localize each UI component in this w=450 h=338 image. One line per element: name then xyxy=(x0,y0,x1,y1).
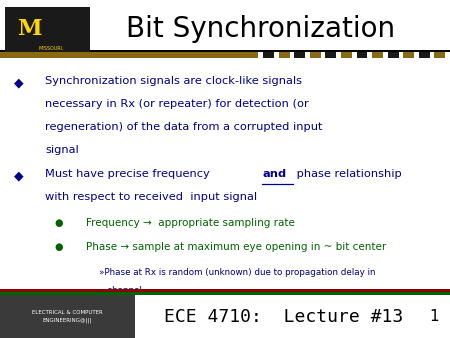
Bar xyxy=(356,52,368,58)
Bar xyxy=(403,52,414,58)
Text: with respect to received  input signal: with respect to received input signal xyxy=(45,192,257,202)
Bar xyxy=(341,52,352,58)
Text: Must have precise frequency: Must have precise frequency xyxy=(45,169,213,179)
Text: ◆: ◆ xyxy=(14,76,23,89)
Bar xyxy=(0,292,450,295)
Text: Bit Synchronization: Bit Synchronization xyxy=(126,15,396,43)
Text: ◆: ◆ xyxy=(14,169,23,182)
Text: channel: channel xyxy=(99,286,142,295)
Text: 1: 1 xyxy=(429,309,439,324)
Text: regeneration) of the data from a corrupted input: regeneration) of the data from a corrupt… xyxy=(45,122,323,132)
Text: ●: ● xyxy=(54,242,63,252)
Text: ELECTRICAL & COMPUTER
ENGINEERING@|||: ELECTRICAL & COMPUTER ENGINEERING@||| xyxy=(32,311,103,323)
Text: signal: signal xyxy=(45,145,79,155)
Bar xyxy=(310,52,321,58)
Bar xyxy=(372,52,383,58)
Text: Synchronization signals are clock-like signals: Synchronization signals are clock-like s… xyxy=(45,76,302,86)
Bar xyxy=(388,52,399,58)
Bar xyxy=(325,52,336,58)
Bar xyxy=(0,289,450,292)
Text: ECE 4710:  Lecture #13: ECE 4710: Lecture #13 xyxy=(164,308,403,326)
Bar xyxy=(294,52,305,58)
Text: phase relationship: phase relationship xyxy=(293,169,402,179)
Bar xyxy=(4,7,90,52)
Text: Frequency →  appropriate sampling rate: Frequency → appropriate sampling rate xyxy=(86,218,294,228)
Text: MISSOURI.: MISSOURI. xyxy=(39,46,64,51)
Text: and: and xyxy=(262,169,286,179)
Bar xyxy=(248,52,258,58)
Text: Phase → sample at maximum eye opening in ~ bit center: Phase → sample at maximum eye opening in… xyxy=(86,242,386,252)
Text: »Phase at Rx is random (unknown) due to propagation delay in: »Phase at Rx is random (unknown) due to … xyxy=(99,268,375,277)
Text: necessary in Rx (or repeater) for detection (or: necessary in Rx (or repeater) for detect… xyxy=(45,99,309,109)
Bar xyxy=(0,50,450,52)
Text: ●: ● xyxy=(54,218,63,228)
Bar xyxy=(263,52,274,58)
Bar xyxy=(434,52,446,58)
Bar xyxy=(0,295,135,338)
Text: M: M xyxy=(17,18,41,40)
Bar xyxy=(279,52,289,58)
Bar xyxy=(0,52,248,58)
Bar xyxy=(419,52,430,58)
